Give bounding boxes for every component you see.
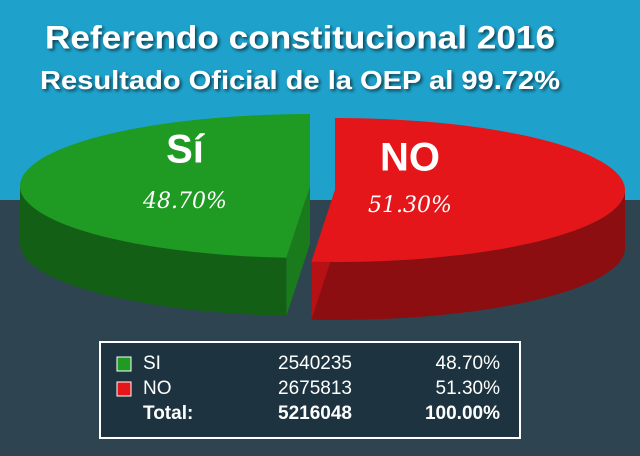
row-count: 5216048 <box>278 403 352 424</box>
row-count: 2540235 <box>278 353 352 374</box>
slice-label: NO <box>380 136 440 180</box>
legend-swatch <box>116 356 132 372</box>
row-percent: 48.70% <box>436 353 501 374</box>
pie-side <box>311 190 625 320</box>
row-label: Total: <box>143 403 193 424</box>
slice-label: Sí <box>166 128 206 172</box>
legend-swatch <box>116 381 132 397</box>
legend-table <box>99 341 521 439</box>
row-label: NO <box>143 378 172 399</box>
table-body: SI 2540235 48.70% NO 2675813 51.30% Total: 5216… <box>116 353 501 424</box>
slice-value-label: 51.30% <box>368 193 452 218</box>
pie-slice <box>311 118 626 262</box>
chart-subtitle: Resultado Oficial de la OEP al 99.72% <box>40 65 560 95</box>
row-count: 2675813 <box>278 378 352 399</box>
row-percent: 100.00% <box>425 403 500 424</box>
chart-title: Referendo constitucional 2016 <box>45 19 555 55</box>
pie-slice <box>20 114 311 258</box>
row-percent: 51.30% <box>436 378 501 399</box>
slice-value-label: 48.70% <box>142 189 227 214</box>
pie: Sí 48.70% NO 51.30% <box>20 114 626 320</box>
pie-cut-face <box>286 186 310 316</box>
pie-side <box>20 186 287 316</box>
row-label: SI <box>143 353 161 374</box>
